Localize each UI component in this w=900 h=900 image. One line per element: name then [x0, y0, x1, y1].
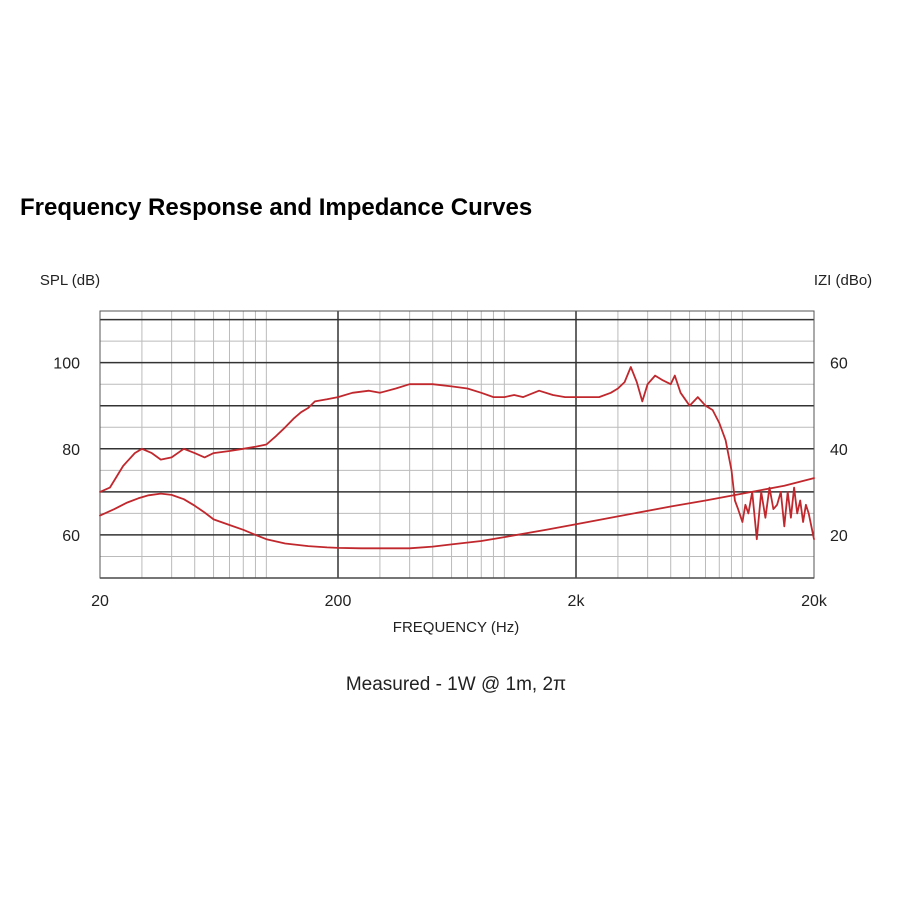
plot-area-border: [99, 310, 815, 579]
series-layer: [99, 366, 815, 550]
tick-label-layer: 20 200 2k 20k 60 80 100 20 40 60: [53, 356, 848, 610]
y-left-tick-label: 60: [62, 528, 80, 545]
y-axis-right-label: IZI (dBo): [814, 272, 872, 289]
spl-curve: [99, 366, 815, 541]
y-left-tick-label: 100: [53, 356, 80, 373]
impedance-curve: [99, 477, 815, 550]
y-right-tick-label: 40: [830, 442, 848, 459]
x-tick-label: 200: [325, 593, 352, 610]
x-tick-label: 20k: [801, 593, 828, 610]
y-left-tick-label: 80: [62, 442, 80, 459]
grid-major-lines: [100, 311, 814, 579]
y-right-tick-label: 60: [830, 356, 848, 373]
x-tick-label: 20: [91, 593, 109, 610]
grid-minor-lines: [100, 311, 814, 578]
chart-heading: Frequency Response and Impedance Curves: [20, 194, 533, 221]
chart-subtitle: Measured - 1W @ 1m, 2π: [346, 674, 566, 695]
x-axis-label: FREQUENCY (Hz): [393, 619, 519, 636]
y-axis-left-label: SPL (dB): [40, 272, 100, 289]
y-right-tick-label: 20: [830, 528, 848, 545]
x-tick-label: 2k: [568, 593, 586, 610]
